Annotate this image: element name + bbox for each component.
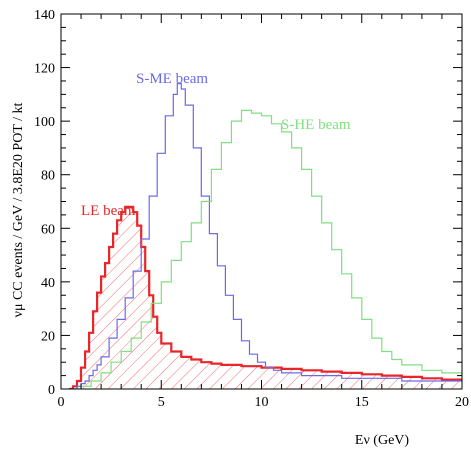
y-tick-label: 20 (41, 329, 55, 344)
series-line-s-me-beam (69, 83, 462, 389)
series-line-le-beam (69, 205, 462, 389)
x-tick-label: 10 (255, 395, 269, 410)
x-tick-label: 15 (355, 395, 369, 410)
annotation-s-me-beam: S-ME beam (136, 71, 208, 87)
ticks-layer (60, 13, 463, 390)
y-tick-label: 100 (34, 115, 55, 130)
y-axis-title: νμ CC events / GeV / 3.8E20 POT / kt (11, 103, 26, 318)
x-tick-label: 20 (455, 395, 469, 410)
x-tick-label: 5 (158, 395, 165, 410)
y-tick-label: 80 (41, 169, 55, 184)
annotation-s-he-beam: S-HE beam (281, 117, 351, 133)
y-tick-label: 0 (48, 383, 55, 398)
y-tick-label: 120 (34, 62, 55, 77)
y-tick-label: 140 (34, 8, 55, 23)
labels-layer: 0 5 10 15 20 0 20 40 60 80 100 120 140 (34, 8, 469, 410)
x-axis-title: Eν (GeV) (355, 433, 409, 448)
annotations-layer: LE beam S-ME beam S-HE beam (81, 71, 351, 219)
y-tick-label: 60 (41, 222, 55, 237)
series-line-s-he-beam (73, 109, 462, 389)
x-tick-label: 0 (58, 395, 65, 410)
annotation-le-beam: LE beam (81, 203, 136, 219)
series-fill-le-beam (69, 206, 462, 389)
series-layer (69, 83, 462, 389)
y-tick-label: 40 (41, 276, 55, 291)
